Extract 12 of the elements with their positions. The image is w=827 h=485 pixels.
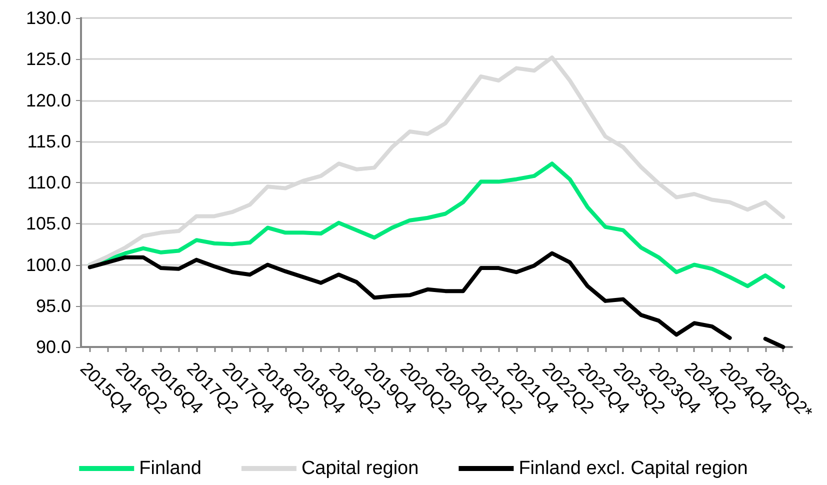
y-tick-label: 100.0 [26,254,71,275]
y-tick-label: 105.0 [26,214,71,234]
legend-label: Finland excl. Capital region [518,458,748,479]
y-tick-label: 120.0 [26,90,71,110]
y-tick-label: 95.0 [36,296,71,316]
y-tick-label: 125.0 [26,49,71,70]
y-tick-label: 115.0 [27,131,71,152]
y-tick-label: 130.0 [26,8,71,28]
y-tick-label: 90.0 [36,337,71,357]
legend-label: Capital region [301,458,419,479]
legend-label: Finland [139,458,202,479]
y-tick-label: 110.0 [27,172,71,192]
